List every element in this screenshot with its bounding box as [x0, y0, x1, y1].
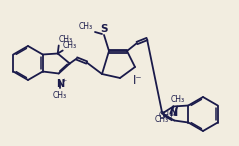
Text: CH₃: CH₃: [79, 22, 93, 31]
Text: N: N: [56, 79, 64, 89]
Text: CH₃: CH₃: [63, 40, 77, 49]
Text: I⁻: I⁻: [133, 74, 143, 87]
Text: S: S: [100, 24, 108, 34]
Text: CH₃: CH₃: [53, 91, 67, 100]
Text: N: N: [169, 107, 177, 118]
Text: +: +: [61, 79, 66, 84]
Text: CH₃: CH₃: [158, 111, 172, 119]
Text: CH₃: CH₃: [170, 95, 184, 105]
Text: CH₃: CH₃: [59, 34, 73, 44]
Text: CH₃: CH₃: [154, 115, 168, 125]
